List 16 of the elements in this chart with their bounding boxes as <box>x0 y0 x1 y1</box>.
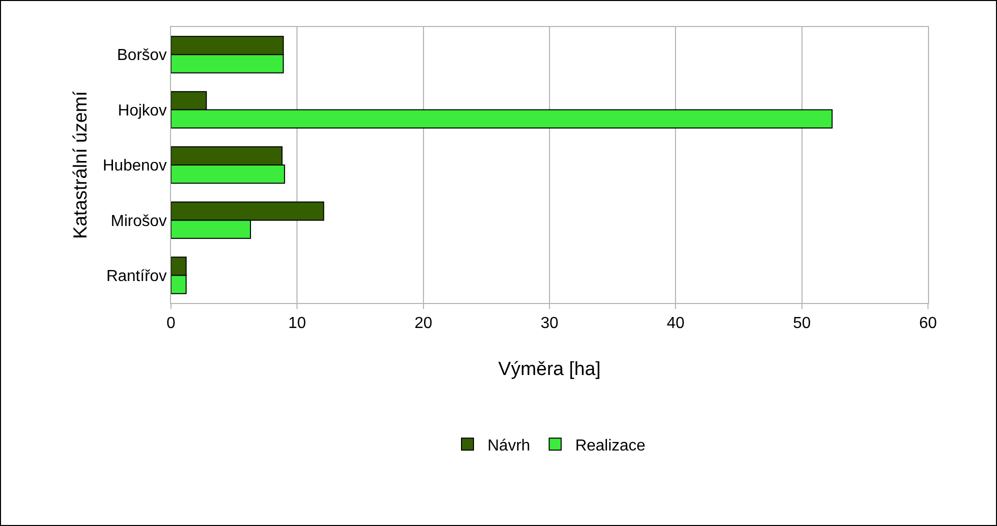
x-tick-label: 10 <box>288 315 306 332</box>
x-tick-label: 60 <box>919 315 937 332</box>
y-axis-title: Katastrální území <box>70 90 92 239</box>
y-tick-label: Mirošov <box>110 212 167 230</box>
y-tick-label: Boršov <box>117 47 167 64</box>
legend-label: Návrh <box>488 437 530 454</box>
x-tick-label: 20 <box>414 315 432 332</box>
x-tick-label: 0 <box>166 315 176 332</box>
x-tick-label: 40 <box>666 315 685 332</box>
y-tick-label: Rantířov <box>106 268 167 285</box>
legend-label: Realizace <box>575 437 646 454</box>
x-axis-title: Výměra [ha] <box>498 359 601 380</box>
y-tick-label: Hojkov <box>118 102 167 120</box>
x-tick-label: 30 <box>540 315 558 332</box>
y-tick-label: Hubenov <box>102 158 167 175</box>
x-tick-label: 50 <box>792 315 811 332</box>
